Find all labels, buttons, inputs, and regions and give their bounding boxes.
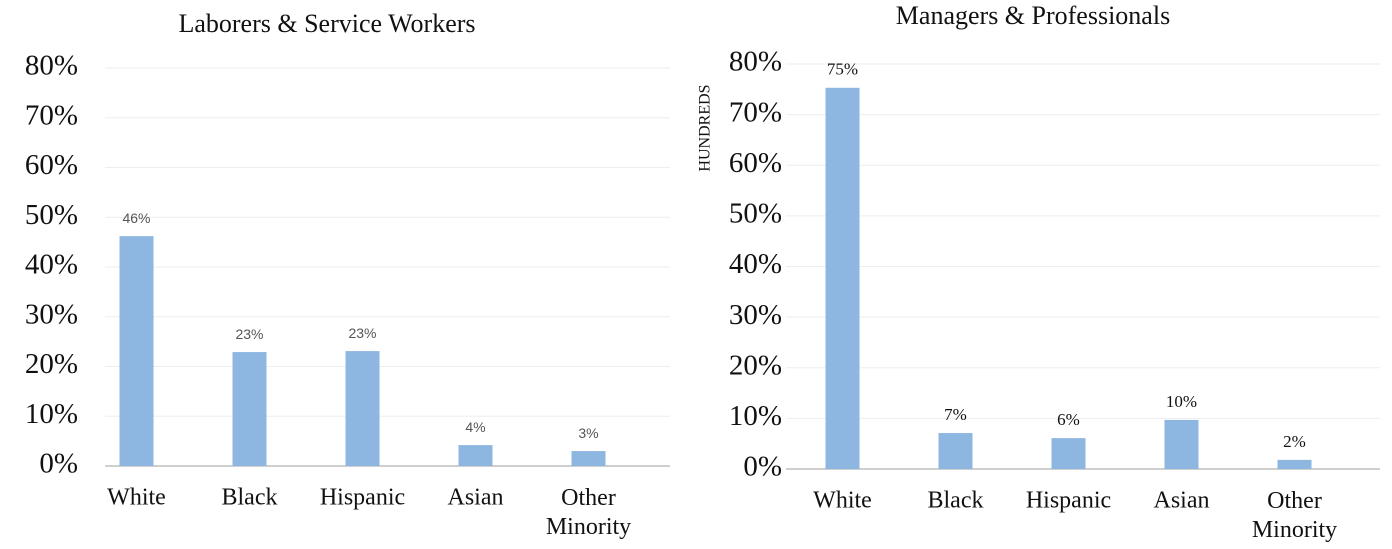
bar bbox=[345, 351, 380, 466]
value-label: 75% bbox=[827, 60, 858, 79]
x-tick-label: Black bbox=[222, 485, 278, 511]
y-tick-label: 10% bbox=[25, 398, 78, 430]
y-tick-label: 40% bbox=[729, 248, 782, 280]
y-tick-label: 80% bbox=[25, 50, 78, 82]
value-label: 7% bbox=[944, 405, 967, 424]
y-tick-label: 0% bbox=[743, 451, 782, 483]
x-tick-label: Black bbox=[928, 488, 984, 514]
bar bbox=[1164, 419, 1199, 469]
bar bbox=[571, 451, 606, 466]
bar bbox=[458, 445, 493, 466]
bar bbox=[825, 87, 860, 469]
x-tick-label: Asian bbox=[448, 485, 504, 511]
value-label: 6% bbox=[1057, 410, 1080, 429]
y-tick-label: 50% bbox=[729, 198, 782, 230]
y-tick-label: 0% bbox=[39, 448, 78, 480]
value-label: 4% bbox=[465, 419, 485, 435]
y-tick-label: 60% bbox=[729, 147, 782, 179]
x-tick-label: Hispanic bbox=[320, 485, 405, 511]
y-tick-label: 80% bbox=[729, 46, 782, 78]
y-tick-label: 20% bbox=[25, 348, 78, 380]
y-axis-label: HUNDREDS bbox=[697, 84, 714, 171]
bar bbox=[938, 433, 973, 469]
value-label: 10% bbox=[1166, 392, 1197, 411]
x-tick-label: Asian bbox=[1154, 488, 1210, 514]
y-tick-label: 30% bbox=[729, 299, 782, 331]
y-tick-label: 70% bbox=[729, 96, 782, 128]
value-label: 23% bbox=[348, 325, 376, 341]
chart-title: Managers & Professionals bbox=[896, 1, 1170, 30]
x-tick-label: White bbox=[813, 488, 872, 514]
x-tick-label: Hispanic bbox=[1026, 488, 1111, 514]
bar bbox=[119, 236, 154, 466]
x-tick-label: Other Minority bbox=[1252, 488, 1337, 543]
bar bbox=[1051, 438, 1086, 469]
y-tick-label: 30% bbox=[25, 298, 78, 330]
y-tick-label: 70% bbox=[25, 99, 78, 131]
value-label: 2% bbox=[1283, 432, 1306, 451]
x-tick-label: White bbox=[107, 485, 166, 511]
y-tick-label: 40% bbox=[25, 249, 78, 281]
bar bbox=[1277, 459, 1312, 469]
x-tick-label: Other Minority bbox=[546, 485, 631, 540]
bar bbox=[232, 352, 267, 466]
y-tick-label: 50% bbox=[25, 199, 78, 231]
value-label: 23% bbox=[235, 326, 263, 342]
y-tick-label: 20% bbox=[729, 349, 782, 381]
y-tick-label: 10% bbox=[729, 400, 782, 432]
y-tick-label: 60% bbox=[25, 149, 78, 181]
value-label: 3% bbox=[578, 425, 598, 441]
value-label: 46% bbox=[122, 210, 150, 226]
chart-title: Laborers & Service Workers bbox=[178, 9, 475, 38]
